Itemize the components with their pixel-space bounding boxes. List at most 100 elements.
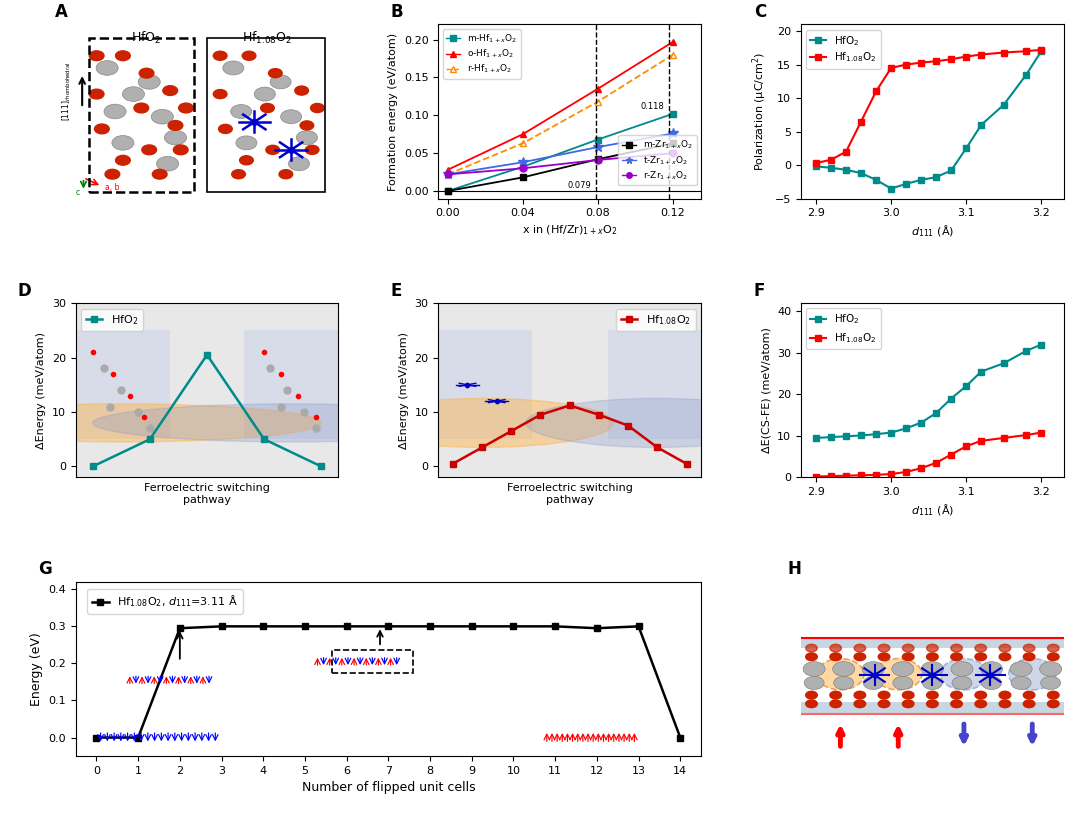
HfO$_2$ xyxy=(945,393,958,403)
Circle shape xyxy=(854,644,866,652)
Circle shape xyxy=(269,68,282,78)
Circle shape xyxy=(982,676,1001,689)
Circle shape xyxy=(139,68,154,78)
Hf$_{1.08}$O$_2$, $d_{111}$=3.11 Å xyxy=(674,733,687,742)
Y-axis label: ΔEnergy (meV/atom): ΔEnergy (meV/atom) xyxy=(399,332,409,449)
Hf$_{1.08}$O$_2$ xyxy=(839,471,852,480)
Text: F: F xyxy=(754,281,765,300)
Circle shape xyxy=(138,75,160,89)
Hf$_{1.08}$O$_2$ xyxy=(997,433,1010,443)
Line: HfO$_2$: HfO$_2$ xyxy=(813,49,1044,191)
HfO$_2$ xyxy=(930,172,943,182)
Circle shape xyxy=(878,700,890,707)
Circle shape xyxy=(893,676,913,689)
Bar xyxy=(608,330,710,439)
HfO$_2$ xyxy=(144,434,157,444)
Circle shape xyxy=(151,110,174,124)
Hf$_{1.08}$O$_2$ xyxy=(680,459,693,468)
Circle shape xyxy=(1010,662,1032,676)
Circle shape xyxy=(296,131,318,145)
Circle shape xyxy=(806,653,818,661)
Circle shape xyxy=(863,676,883,689)
Circle shape xyxy=(526,398,788,447)
Hf$_{1.08}$O$_2$ xyxy=(945,450,958,459)
Line: Hf$_{1.08}$O$_2$: Hf$_{1.08}$O$_2$ xyxy=(813,47,1044,166)
Circle shape xyxy=(829,700,841,707)
HfO$_2$ xyxy=(915,175,928,185)
Circle shape xyxy=(116,155,131,165)
Circle shape xyxy=(1024,691,1035,699)
Circle shape xyxy=(260,103,274,112)
Circle shape xyxy=(927,700,939,707)
Circle shape xyxy=(854,700,866,707)
Circle shape xyxy=(878,691,890,699)
HfO$_2$ xyxy=(86,462,99,472)
Hf$_{1.08}$O$_2$ xyxy=(564,401,577,411)
Hf$_{1.08}$O$_2$ xyxy=(1035,428,1048,437)
Circle shape xyxy=(96,61,118,76)
Circle shape xyxy=(306,146,319,154)
Hf$_{1.08}$O$_2$ xyxy=(900,467,913,477)
Circle shape xyxy=(975,691,986,699)
HfO$_2$ xyxy=(1035,46,1048,56)
Hf$_{1.08}$O$_2$ xyxy=(839,147,852,157)
Hf$_{1.08}$O$_2$ xyxy=(997,48,1010,58)
Bar xyxy=(67,330,170,439)
Circle shape xyxy=(834,676,853,689)
Hf$_{1.08}$O$_2$ xyxy=(824,472,837,481)
Hf$_{1.08}$O$_2$ xyxy=(915,58,928,67)
HfO$_2$ xyxy=(975,367,988,376)
Hf$_{1.08}$O$_2$, $d_{111}$=3.11 Å xyxy=(591,624,604,633)
Hf$_{1.08}$O$_2$ xyxy=(960,441,973,451)
Circle shape xyxy=(1009,659,1056,690)
Circle shape xyxy=(242,51,256,60)
Circle shape xyxy=(90,51,104,61)
Hf$_{1.08}$O$_2$ xyxy=(900,59,913,69)
Circle shape xyxy=(222,61,244,75)
Bar xyxy=(430,330,531,439)
Circle shape xyxy=(804,662,825,676)
Text: A: A xyxy=(55,3,67,21)
Line: HfO$_2$: HfO$_2$ xyxy=(813,341,1044,441)
Text: a, b: a, b xyxy=(105,183,119,192)
Text: 0.118: 0.118 xyxy=(640,102,664,111)
Circle shape xyxy=(178,103,193,113)
Hf$_{1.08}$O$_2$ xyxy=(915,463,928,473)
Text: B: B xyxy=(391,3,404,21)
Hf$_{1.08}$O$_2$, $d_{111}$=3.11 Å xyxy=(507,621,519,631)
Circle shape xyxy=(254,87,275,101)
Text: C: C xyxy=(754,3,766,21)
Circle shape xyxy=(281,110,301,124)
Circle shape xyxy=(0,404,321,442)
HfO$_2$ xyxy=(1035,340,1048,350)
Circle shape xyxy=(829,644,841,652)
HfO$_2$ xyxy=(810,433,823,443)
Text: H: H xyxy=(787,560,801,578)
Circle shape xyxy=(1048,653,1059,661)
Legend: Hf$_{1.08}$O$_2$: Hf$_{1.08}$O$_2$ xyxy=(616,309,696,332)
Hf$_{1.08}$O$_2$ xyxy=(975,436,988,446)
Hf$_{1.08}$O$_2$, $d_{111}$=3.11 Å xyxy=(174,624,187,633)
Circle shape xyxy=(300,121,313,130)
Text: D: D xyxy=(17,281,31,300)
Circle shape xyxy=(941,659,987,690)
Bar xyxy=(332,650,414,672)
HfO$_2$ xyxy=(854,431,867,441)
Circle shape xyxy=(927,644,939,652)
Y-axis label: Polarization (μC/cm$^2$): Polarization (μC/cm$^2$) xyxy=(751,52,769,171)
Circle shape xyxy=(104,104,126,119)
Hf$_{1.08}$O$_2$ xyxy=(930,458,943,467)
Hf$_{1.08}$O$_2$ xyxy=(1035,45,1048,54)
Legend: HfO$_2$, Hf$_{1.08}$O$_2$: HfO$_2$, Hf$_{1.08}$O$_2$ xyxy=(806,29,880,68)
Hf$_{1.08}$O$_2$, $d_{111}$=3.11 Å xyxy=(298,621,311,631)
HfO$_2$ xyxy=(900,424,913,433)
Line: Hf$_{1.08}$O$_2$, $d_{111}$=3.11 Å: Hf$_{1.08}$O$_2$, $d_{111}$=3.11 Å xyxy=(93,623,684,741)
Circle shape xyxy=(214,51,227,60)
Hf$_{1.08}$O$_2$ xyxy=(651,442,664,452)
Circle shape xyxy=(105,169,120,179)
HfO$_2$ xyxy=(997,100,1010,110)
Legend: m-Zr$_{1+x}$O$_2$, t-Zr$_{1+x}$O$_2$, r-Zr$_{1+x}$O$_2$: m-Zr$_{1+x}$O$_2$, t-Zr$_{1+x}$O$_2$, r-… xyxy=(619,135,697,185)
Circle shape xyxy=(1048,644,1059,652)
Circle shape xyxy=(921,662,944,676)
Circle shape xyxy=(1024,700,1035,707)
